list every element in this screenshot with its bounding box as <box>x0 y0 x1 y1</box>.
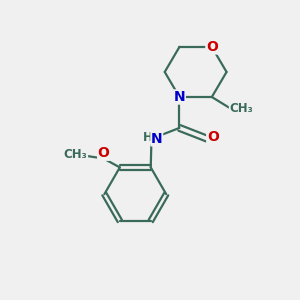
Text: CH₃: CH₃ <box>230 102 253 115</box>
Text: N: N <box>151 132 163 146</box>
Text: O: O <box>98 146 109 160</box>
Text: O: O <box>206 40 218 54</box>
Text: CH₃: CH₃ <box>64 148 88 160</box>
Text: O: O <box>207 130 219 144</box>
Text: N: N <box>174 90 185 104</box>
Text: H: H <box>143 131 153 144</box>
